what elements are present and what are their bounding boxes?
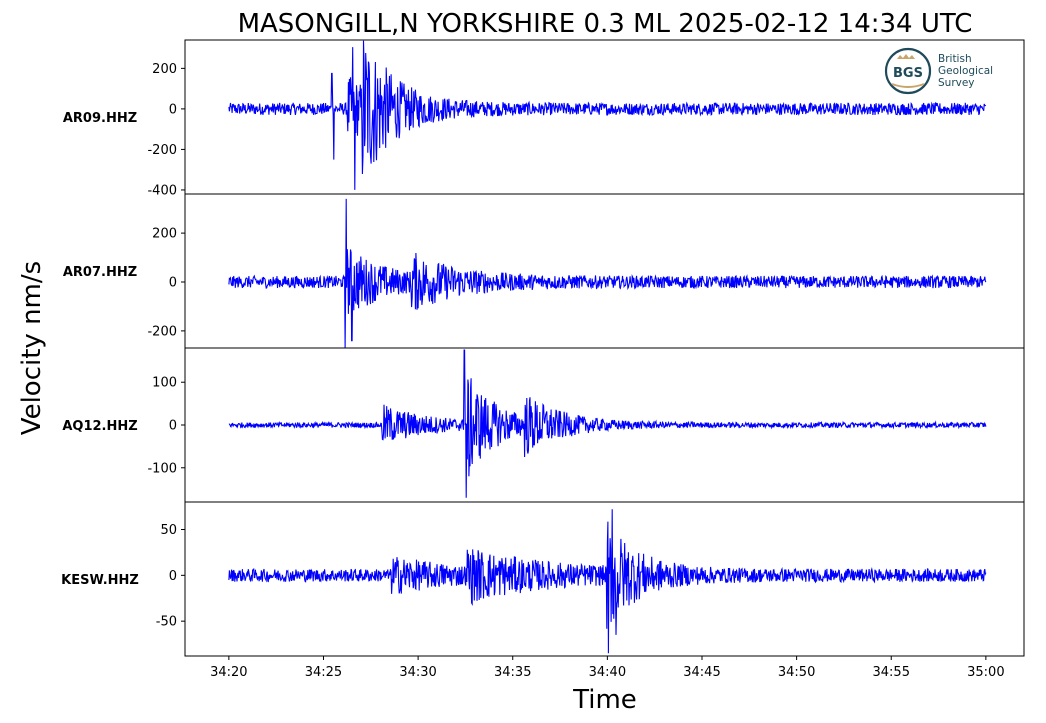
station-label: KESW.HHZ	[61, 573, 139, 588]
x-tick-label: 35:00	[967, 665, 1004, 680]
logo-wave-icon	[891, 83, 925, 88]
x-tick-label: 34:20	[210, 665, 247, 680]
y-tick-label: 200	[152, 62, 177, 77]
x-axis-label: Time	[572, 685, 637, 715]
y-tick-label: 0	[169, 569, 177, 584]
y-tick-label: -400	[147, 183, 177, 198]
y-tick-label: 100	[152, 376, 177, 391]
panel-frame	[184, 193, 1025, 349]
logo-line-2: Geological	[938, 65, 993, 77]
x-tick-label: 34:50	[778, 665, 815, 680]
x-axis: 34:20 34:25 34:30 34:35 34:40 34:45 34:50 34:55…	[210, 656, 1005, 680]
panel-ar07-hhz: 200 0 -200 AR07.HHZ	[63, 193, 1025, 349]
y-tick-label: -200	[147, 143, 177, 158]
trace-line	[228, 509, 987, 654]
logo-circle-icon	[884, 47, 932, 95]
y-tick-label: 50	[160, 523, 177, 538]
station-label: AR09.HHZ	[63, 111, 137, 126]
x-tick-label: 34:45	[683, 665, 720, 680]
trace-line	[228, 198, 987, 349]
trace-line	[228, 349, 987, 498]
chart-title: MASONGILL,N YORKSHIRE 0.3 ML 2025-02-12 …	[238, 9, 973, 39]
panel-aq12-hhz: 100 0 -100 AQ12.HHZ	[62, 347, 1025, 503]
logo-line-3: Survey	[938, 77, 975, 89]
y-tick-label: 0	[169, 102, 177, 117]
station-label: AR07.HHZ	[63, 265, 137, 280]
panels-group: 200 0 -200 -400 AR09.HHZ 200 0 -200 AR07.HHZ 100 0…	[61, 39, 1025, 657]
panel-ar09-hhz: 200 0 -200 -400 AR09.HHZ	[63, 39, 1025, 198]
x-tick-label: 34:35	[494, 665, 531, 680]
bgs-logo: BGS British Geological Survey	[884, 47, 993, 95]
trace-line	[228, 40, 986, 190]
panel-kesw-hhz: 50 0 -50 KESW.HHZ	[61, 501, 1025, 657]
y-axis-label: Velocity nm/s	[17, 261, 47, 435]
panel-frame	[184, 501, 1025, 657]
y-tick-label: -100	[147, 461, 177, 476]
logo-abbr: BGS	[893, 66, 923, 81]
x-tick-label: 34:30	[399, 665, 436, 680]
y-tick-label: 0	[169, 276, 177, 291]
y-tick-label: 200	[152, 227, 177, 242]
crown-icon	[897, 54, 915, 59]
y-tick-label: 0	[169, 419, 177, 434]
y-tick-label: -50	[156, 615, 177, 630]
x-tick-label: 34:55	[873, 665, 910, 680]
x-tick-label: 34:25	[305, 665, 342, 680]
x-tick-label: 34:40	[589, 665, 626, 680]
station-label: AQ12.HHZ	[62, 419, 137, 434]
y-tick-label: -200	[147, 324, 177, 339]
logo-line-1: British	[938, 53, 972, 65]
